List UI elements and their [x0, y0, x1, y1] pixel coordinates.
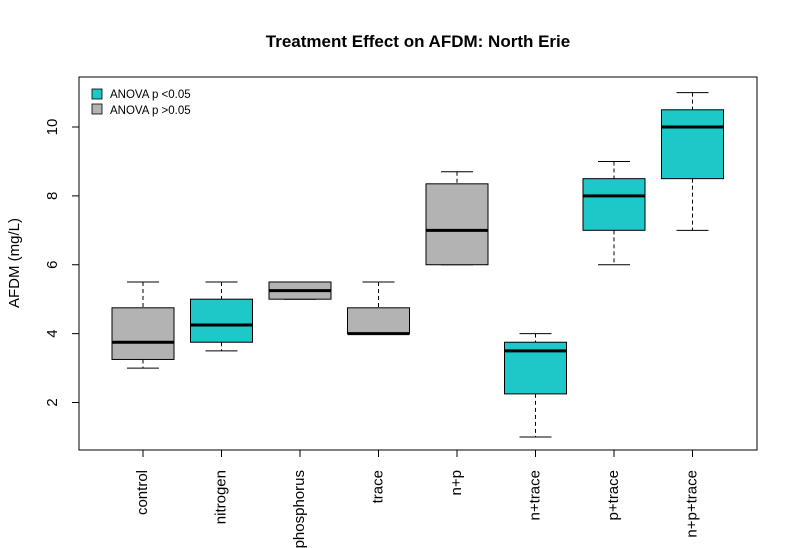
box-n+p: [425, 183, 489, 266]
y-tick-label: 10: [44, 119, 61, 136]
y-tick-label: 8: [44, 192, 61, 200]
box-p+trace: [582, 178, 646, 231]
y-tick-label: 2: [44, 398, 61, 406]
x-tick-label: trace: [369, 470, 386, 503]
legend: ANOVA p <0.05 ANOVA p >0.05: [91, 88, 191, 117]
x-tick-label: n+trace: [526, 470, 543, 520]
plot-frame: [78, 76, 758, 451]
box-trace: [347, 307, 410, 335]
x-axis: control nitrogen phosphorus trace n+p n+trace…: [134, 450, 700, 548]
box-nitrogen: [190, 298, 253, 343]
legend-swatch-not-significant: [91, 103, 103, 115]
legend-label-significant: ANOVA p <0.05: [110, 89, 191, 101]
y-tick-label: 4: [44, 329, 61, 337]
y-tick-label: 6: [44, 261, 61, 269]
legend-swatch-significant: [91, 88, 103, 100]
x-tick-label: nitrogen: [212, 470, 229, 524]
box-control: [111, 307, 175, 360]
box-n+p+trace: [661, 109, 724, 180]
y-axis: 2 4 6 8 10: [44, 119, 80, 407]
x-tick-label: control: [134, 470, 151, 515]
x-tick-label: n+p: [448, 470, 465, 495]
x-tick-label: phosphorus: [291, 470, 308, 548]
x-tick-label: p+trace: [605, 470, 622, 520]
chart-title: Treatment Effect on AFDM: North Erie: [266, 32, 570, 51]
boxes-group: [111, 92, 724, 438]
legend-label-not-significant: ANOVA p >0.05: [110, 105, 191, 117]
y-axis-label: AFDM (mg/L): [6, 218, 23, 308]
x-tick-label: n+p+trace: [683, 470, 700, 538]
